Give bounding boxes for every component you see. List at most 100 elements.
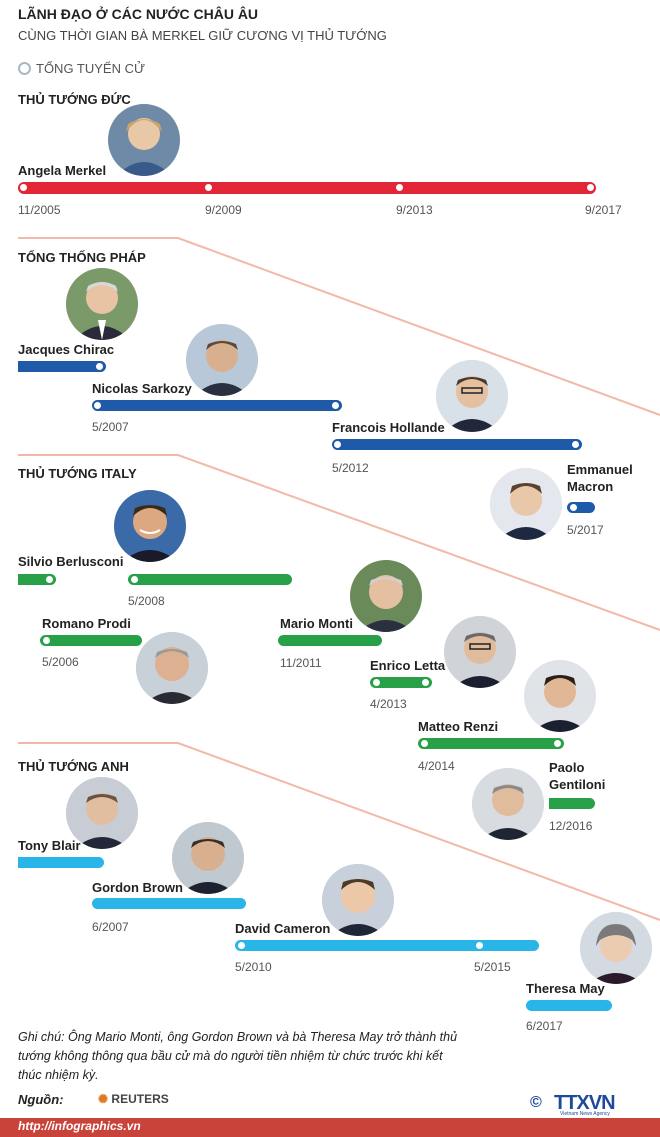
election-node: [334, 441, 341, 448]
term-bar-sarkozy: [92, 400, 342, 411]
election-node: [205, 184, 212, 191]
portrait-letta: [444, 616, 516, 688]
date-label: 5/2010: [235, 960, 272, 974]
footer-bar: [0, 1118, 660, 1137]
date-label: 5/2008: [128, 594, 165, 608]
term-bar-merkel: [18, 182, 596, 194]
section-germany-title: THỦ TƯỚNG ĐỨC: [18, 92, 131, 107]
date-label: 12/2016: [549, 819, 593, 833]
portrait-berlusconi: [114, 490, 186, 562]
date-label: 5/2015: [474, 960, 511, 974]
date-label: 4/2013: [370, 697, 407, 711]
date-label: 5/2006: [42, 655, 79, 669]
term-bar-monti: [278, 635, 382, 646]
portrait-may: [580, 912, 652, 984]
page-title: LÃNH ĐẠO Ở CÁC NƯỚC CHÂU ÂU: [18, 6, 259, 22]
term-bar-may: [526, 1000, 612, 1011]
leader-name-gentiloni: Paolo: [549, 760, 585, 775]
section-uk-title: THỦ TƯỚNG ANH: [18, 759, 129, 774]
election-node: [554, 740, 561, 747]
leader-name-cameron: David Cameron: [235, 921, 331, 936]
election-node: [570, 504, 577, 511]
divider-line-uk: [18, 742, 660, 921]
portrait-monti: [350, 560, 422, 632]
election-node: [572, 441, 579, 448]
portrait-chirac: [66, 268, 138, 340]
leader-name-may: Theresa May: [526, 981, 605, 996]
portrait-brown: [172, 822, 244, 894]
leader-name-sarkozy: Nicolas Sarkozy: [92, 381, 192, 396]
term-bar-renzi: [418, 738, 564, 749]
leader-name-merkel: Angela Merkel: [18, 163, 107, 178]
leader-name-monti: Mario Monti: [280, 616, 353, 631]
leader-name-prodi: Romano Prodi: [42, 616, 131, 631]
source-name: ✺ REUTERS: [98, 1092, 169, 1106]
election-node: [46, 576, 53, 583]
section-italy-title: THỦ TƯỚNG ITALY: [18, 466, 137, 481]
election-node: [421, 740, 428, 747]
date-label: 9/2009: [205, 203, 242, 217]
term-bar-prodi: [40, 635, 142, 646]
portrait-renzi: [524, 660, 596, 732]
term-bar-berlusconi-2: [128, 574, 292, 585]
portrait-blair: [66, 777, 138, 849]
divider-line-france: [18, 237, 660, 416]
date-label: 11/2011: [280, 656, 322, 670]
term-bar-letta: [370, 677, 432, 688]
term-bar-brown: [92, 898, 246, 909]
footer-link[interactable]: http://infographics.vn: [18, 1119, 141, 1133]
date-label: 9/2017: [585, 203, 622, 217]
date-label: 5/2012: [332, 461, 369, 475]
logo-subtext: Vietnam News Agency: [560, 1111, 610, 1117]
leader-name-chirac: Jacques Chirac: [18, 342, 115, 357]
portrait-merkel: [108, 104, 180, 176]
portrait-gentiloni: [472, 768, 544, 840]
election-node: [332, 402, 339, 409]
election-legend-label: TỔNG TUYỂN CỬ: [36, 61, 146, 76]
election-node: [422, 679, 429, 686]
footnote: Ghi chú: Ông Mario Monti, ông Gordon Bro…: [18, 1030, 458, 1082]
divider-line-italy: [18, 454, 660, 631]
leader-name-macron: Emmanuel: [567, 462, 633, 477]
date-label: 4/2014: [418, 759, 455, 773]
portrait-prodi: [136, 632, 208, 704]
election-legend-icon: [18, 62, 31, 75]
election-node: [476, 942, 483, 949]
term-bar-berlusconi-1: [18, 574, 56, 585]
leader-name-renzi: Matteo Renzi: [418, 719, 499, 734]
page-subtitle: CÙNG THỜI GIAN BÀ MERKEL GIỮ CƯƠNG VỊ TH…: [18, 28, 387, 43]
reuters-logo-icon: ✺: [98, 1092, 109, 1106]
election-node: [96, 363, 103, 370]
term-bar-cameron: [235, 940, 539, 951]
section-france-title: TỔNG THỐNG PHÁP: [18, 250, 146, 265]
leader-name-gentiloni-2: Gentiloni: [549, 777, 606, 792]
ttxvn-logo: © TTXVN Vietnam News Agency: [530, 1092, 650, 1117]
term-bar-macron: [567, 502, 595, 513]
date-label: 5/2007: [92, 420, 129, 434]
leader-name-blair: Tony Blair: [18, 838, 81, 853]
leader-name-brown: Gordon Brown: [92, 880, 183, 895]
term-bar-blair: [18, 857, 104, 868]
election-node: [43, 637, 50, 644]
term-bar-gentiloni: [549, 798, 595, 809]
source-text: REUTERS: [111, 1092, 169, 1106]
election-node: [238, 942, 245, 949]
leader-name-hollande: Francois Hollande: [332, 420, 445, 435]
leader-name-berlusconi: Silvio Berlusconi: [18, 554, 124, 569]
election-node: [94, 402, 101, 409]
copyright-icon: ©: [530, 1094, 542, 1111]
election-node: [373, 679, 380, 686]
logo-text: TTXVN: [554, 1092, 616, 1114]
election-node: [131, 576, 138, 583]
date-label: 6/2007: [92, 920, 129, 934]
term-bar-hollande: [332, 439, 582, 450]
election-node: [20, 184, 27, 191]
portrait-macron: [490, 468, 562, 540]
election-node: [396, 184, 403, 191]
date-label: 5/2017: [567, 523, 604, 537]
portrait-cameron: [322, 864, 394, 936]
date-label: 6/2017: [526, 1019, 563, 1033]
portrait-sarkozy: [186, 324, 258, 396]
election-node: [587, 184, 594, 191]
